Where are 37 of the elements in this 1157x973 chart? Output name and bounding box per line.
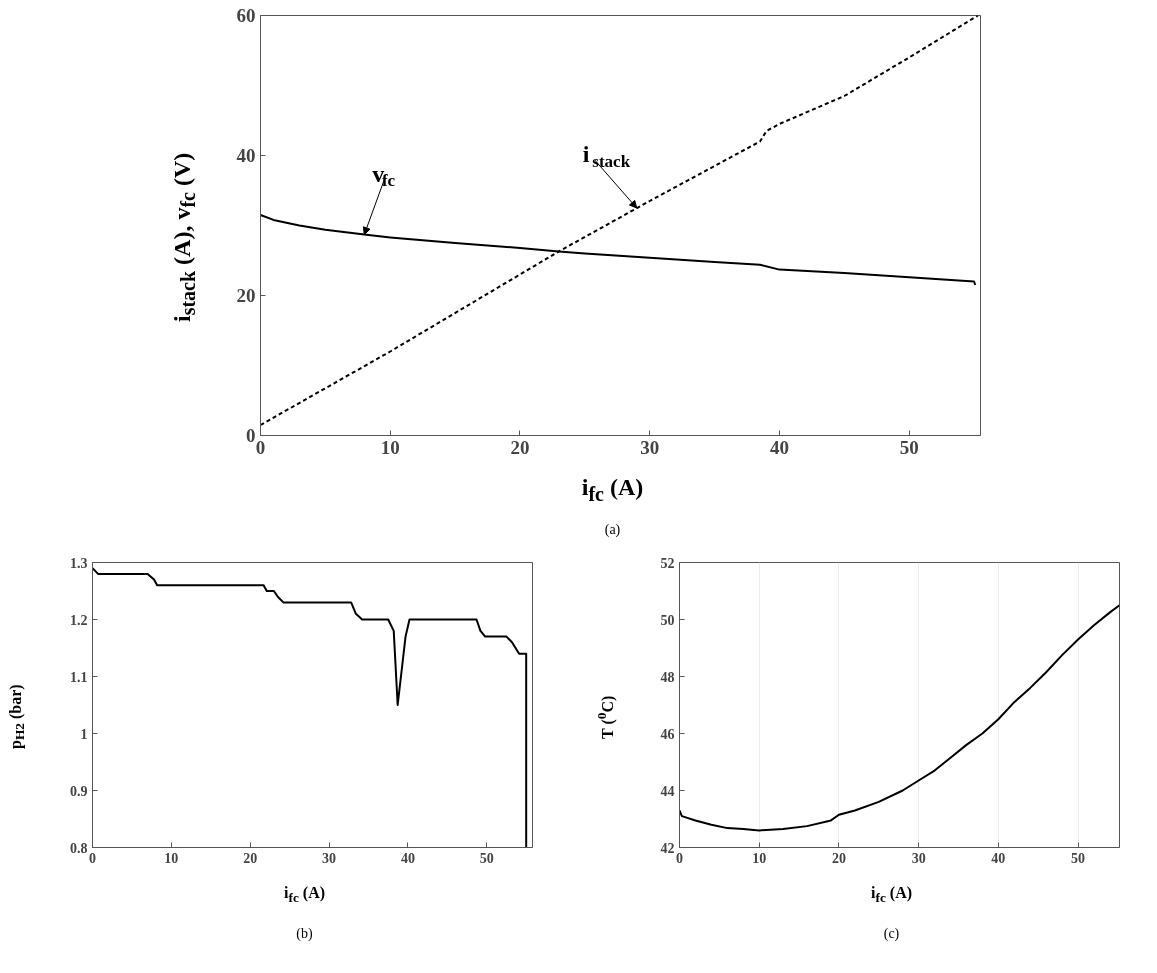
y-tick-label: 50 bbox=[660, 612, 675, 628]
line-series bbox=[679, 604, 1120, 832]
y-tick-label: 42 bbox=[660, 840, 675, 856]
y-tick-label: 20 bbox=[236, 285, 256, 306]
x-tick-label: 10 bbox=[380, 436, 400, 458]
line-series bbox=[260, 15, 979, 426]
x-tick-label: 20 bbox=[510, 436, 530, 458]
y-tick-label: 48 bbox=[660, 669, 675, 685]
y-tick-label: 40 bbox=[236, 145, 256, 166]
x-tick-label: 30 bbox=[322, 850, 337, 866]
x-axis-title: i$_{fc}$ (A) bbox=[581, 473, 644, 507]
y-tick-label: 1.2 bbox=[70, 612, 88, 628]
y-tick-label: 46 bbox=[660, 726, 675, 742]
y-tick-label: 0.9 bbox=[70, 783, 88, 799]
y-tick-label: 1.3 bbox=[70, 555, 88, 571]
y-tick-label: 44 bbox=[660, 783, 675, 799]
y-tick-label: 1 bbox=[80, 726, 88, 742]
text: (c) bbox=[883, 925, 900, 943]
text: (b) bbox=[296, 925, 313, 943]
x-tick-label: 40 bbox=[769, 436, 789, 458]
y-tick-label: 52 bbox=[660, 555, 675, 571]
x-axis-title: i$_{fc}$ (A) bbox=[283, 883, 326, 908]
x-tick-label: 50 bbox=[899, 436, 919, 458]
y-tick-label: 1.1 bbox=[70, 669, 88, 685]
x-tick-label: 40 bbox=[400, 850, 415, 866]
x-tick-label: 50 bbox=[479, 850, 494, 866]
text: (a) bbox=[604, 521, 621, 539]
x-tick-label: 30 bbox=[640, 436, 660, 458]
x-tick-label: 30 bbox=[911, 850, 926, 866]
y-tick-label: 0.8 bbox=[70, 840, 88, 856]
x-axis-title: i$_{fc}$ (A) bbox=[870, 883, 913, 908]
x-tick-label: 10 bbox=[164, 850, 179, 866]
y-tick-label: 60 bbox=[236, 5, 256, 26]
x-tick-label: 50 bbox=[1071, 850, 1086, 866]
x-tick-label: 10 bbox=[752, 850, 767, 866]
x-tick-label: 20 bbox=[831, 850, 846, 866]
x-tick-label: 40 bbox=[991, 850, 1006, 866]
